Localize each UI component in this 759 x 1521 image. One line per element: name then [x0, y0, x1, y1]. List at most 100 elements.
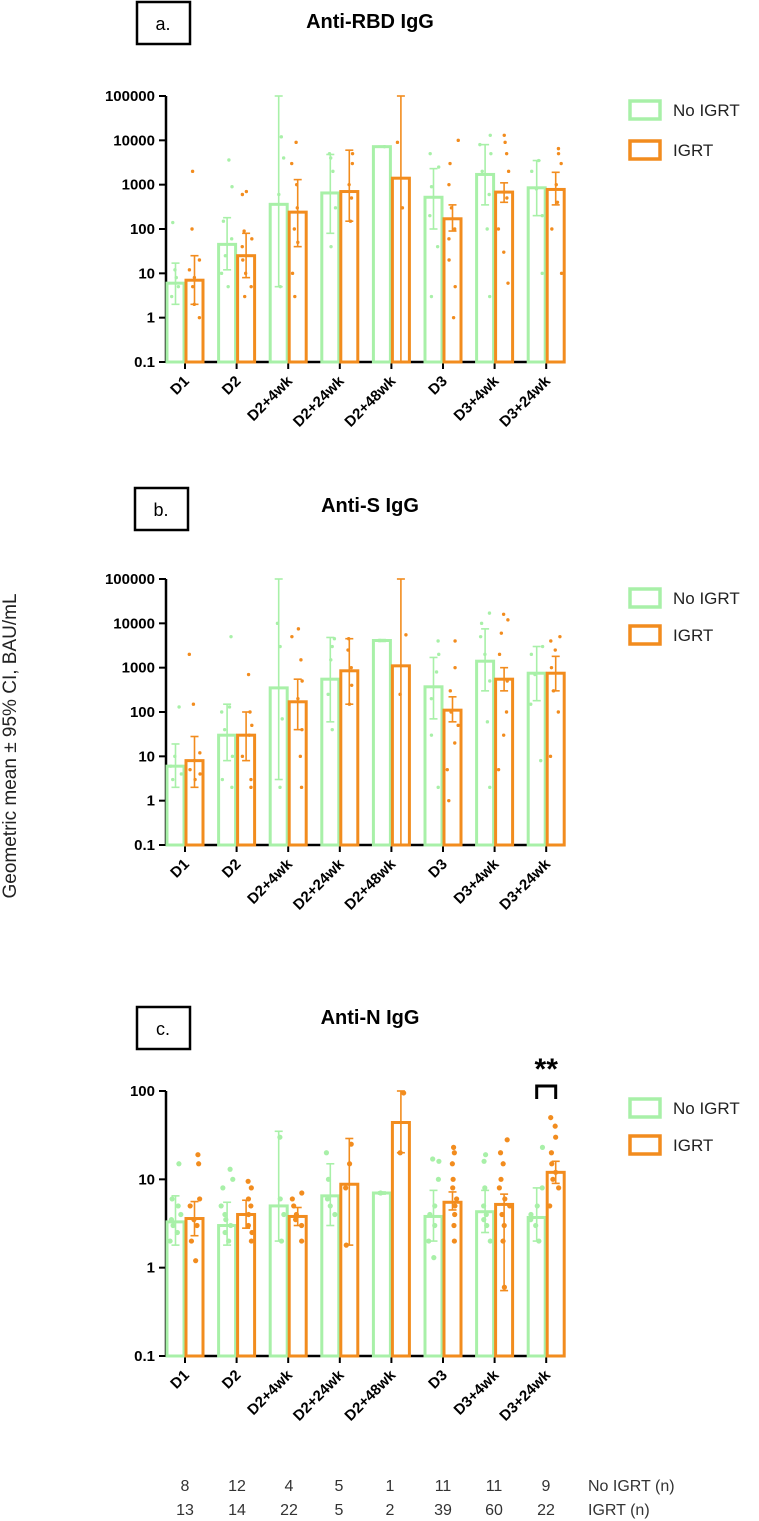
x-tick-label: D2+24wk	[290, 1366, 348, 1424]
y-tick-label: 1	[147, 310, 155, 327]
n-igrt: 2	[386, 1502, 395, 1519]
panel-label: b.	[153, 500, 168, 520]
data-point	[226, 1238, 232, 1244]
data-point	[556, 1185, 562, 1191]
n-no-igrt: 12	[228, 1478, 246, 1495]
data-point	[194, 1222, 200, 1229]
data-point	[448, 689, 452, 693]
significance-bracket	[535, 1084, 558, 1099]
data-point	[400, 206, 405, 210]
x-tick-label: D2+4wk	[244, 855, 296, 907]
data-point	[223, 253, 228, 258]
data-point	[350, 161, 355, 166]
data-point	[187, 652, 192, 657]
data-point	[229, 634, 233, 639]
data-point	[191, 1217, 197, 1223]
data-point	[324, 1196, 331, 1202]
data-point	[437, 165, 441, 169]
bar	[371, 145, 392, 364]
data-point	[487, 192, 491, 197]
data-point	[432, 1203, 438, 1209]
data-point	[293, 294, 297, 299]
data-point	[453, 284, 457, 289]
data-point	[534, 187, 539, 191]
data-point	[230, 785, 234, 790]
data-point	[175, 1203, 181, 1209]
data-point	[278, 1238, 285, 1244]
data-point	[426, 1238, 432, 1244]
data-point	[243, 271, 248, 276]
data-point	[431, 1255, 437, 1261]
data-point	[504, 151, 509, 156]
data-point	[299, 1238, 305, 1244]
y-tick-label: 100000	[105, 88, 155, 105]
data-point	[230, 754, 235, 759]
data-point	[453, 741, 457, 745]
data-point	[528, 1217, 534, 1223]
data-point	[245, 1222, 251, 1229]
data-point	[549, 639, 553, 643]
data-point	[437, 652, 441, 657]
data-point	[299, 658, 303, 662]
y-tick-label: 1000	[122, 177, 155, 194]
data-point	[347, 702, 352, 706]
data-point	[551, 689, 556, 693]
n-no-igrt: 4	[285, 1478, 294, 1495]
data-point	[327, 151, 332, 156]
data-point	[500, 1238, 506, 1244]
data-point	[536, 1238, 542, 1244]
data-point	[452, 227, 457, 231]
data-point	[447, 237, 451, 241]
data-point	[496, 1185, 502, 1191]
data-point	[540, 213, 544, 218]
data-point	[250, 723, 254, 728]
y-tick-label: 10000	[113, 615, 155, 632]
data-point	[554, 182, 558, 187]
data-point	[553, 1169, 559, 1175]
data-point	[348, 219, 353, 223]
n-no-igrt: 5	[335, 1478, 344, 1495]
data-point	[500, 1161, 506, 1167]
x-tick-label: D1	[167, 1367, 193, 1393]
data-point	[293, 1217, 299, 1223]
data-point	[350, 151, 355, 156]
data-point	[299, 1190, 305, 1196]
data-point	[329, 244, 333, 249]
data-point	[552, 1123, 558, 1129]
data-point	[248, 1238, 255, 1244]
data-point	[281, 156, 286, 160]
data-point	[346, 648, 350, 652]
data-point	[248, 1203, 254, 1209]
data-point	[290, 271, 295, 276]
chart-title: Anti-S IgG	[321, 495, 419, 517]
panel-label: c.	[156, 1019, 170, 1039]
x-tick-label: D3	[425, 1367, 451, 1393]
data-point	[450, 1185, 456, 1191]
y-axis-label: Geometric mean ± 95% CI, BAU/mL	[0, 593, 21, 898]
data-point	[296, 240, 300, 245]
data-point	[447, 798, 451, 803]
data-point	[506, 169, 511, 174]
data-point	[533, 672, 537, 677]
x-tick-label: D2+4wk	[244, 372, 296, 424]
data-point	[447, 258, 451, 262]
data-point	[499, 1211, 505, 1218]
data-point	[349, 665, 353, 670]
x-tick-label: D3	[425, 373, 451, 399]
bar	[442, 217, 463, 364]
data-point	[451, 1222, 457, 1229]
data-point	[556, 151, 561, 156]
data-point	[346, 1161, 353, 1167]
data-point	[482, 1185, 488, 1191]
data-point	[279, 135, 284, 139]
data-point	[429, 696, 434, 701]
data-point	[478, 142, 482, 147]
data-point	[429, 184, 434, 189]
data-point	[300, 679, 304, 683]
bar	[545, 1170, 566, 1358]
data-point	[507, 1203, 513, 1209]
data-point	[556, 710, 561, 714]
data-point	[539, 758, 543, 763]
data-point	[533, 1222, 539, 1229]
